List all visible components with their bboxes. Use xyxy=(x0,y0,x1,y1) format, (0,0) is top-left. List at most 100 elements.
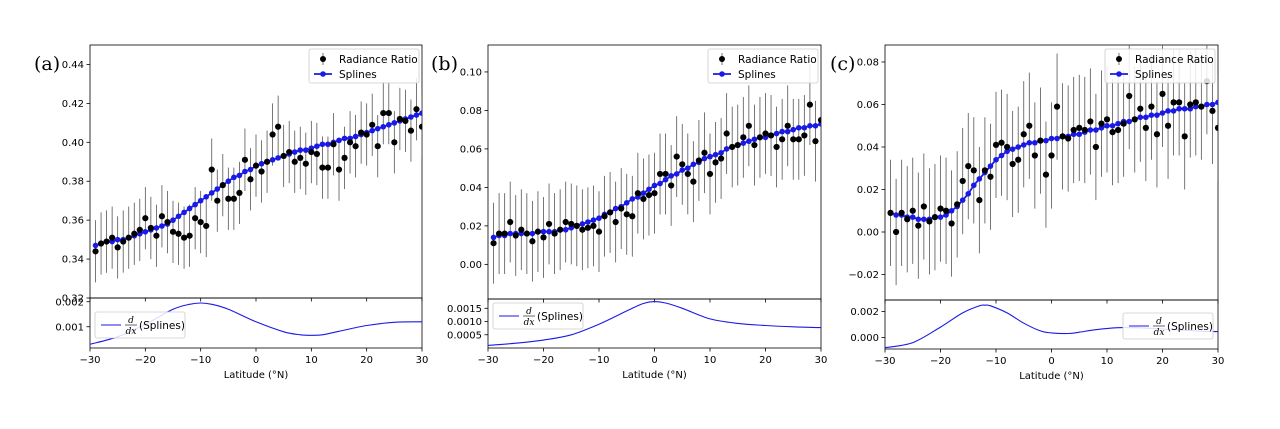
data-point xyxy=(496,230,503,237)
x-tick-label: −30 xyxy=(874,356,895,367)
legend-fraction-numerator: d xyxy=(526,307,532,317)
spline-marker xyxy=(801,124,808,131)
spline-marker xyxy=(181,209,187,216)
data-point xyxy=(319,164,326,171)
data-point xyxy=(992,141,1000,148)
y-tick-label: 0.10 xyxy=(460,67,482,78)
x-tick-label: 10 xyxy=(704,355,717,366)
data-point xyxy=(1004,143,1011,151)
data-point xyxy=(1170,99,1177,106)
derivative-y-tick-label: 0.0005 xyxy=(447,330,482,341)
spline-line xyxy=(890,101,1218,221)
data-point xyxy=(1103,116,1111,123)
data-point xyxy=(1048,152,1055,159)
data-point xyxy=(898,209,905,216)
data-point xyxy=(668,182,675,189)
spline-marker xyxy=(690,161,697,168)
spline-marker xyxy=(546,228,552,235)
main-plot-area xyxy=(92,78,422,283)
y-tick-label: −0.02 xyxy=(848,270,879,281)
data-point xyxy=(756,134,764,141)
legend-box xyxy=(308,48,420,84)
data-point xyxy=(557,226,564,233)
spline-marker xyxy=(1015,144,1021,150)
data-point xyxy=(369,121,376,128)
spline-marker xyxy=(1148,112,1155,118)
derivative-y-tick-label: 0.000 xyxy=(850,333,879,344)
data-point xyxy=(1092,143,1099,151)
data-point xyxy=(740,134,747,141)
legend-label-ratio: Radiance Ratio xyxy=(339,54,418,66)
x-axis-label: Latitude (°N) xyxy=(622,370,687,381)
spline-marker xyxy=(529,230,536,237)
spline-marker xyxy=(998,152,1005,159)
data-point xyxy=(180,234,188,241)
data-point xyxy=(1214,124,1218,131)
spline-marker xyxy=(142,229,149,235)
spline-marker xyxy=(965,190,972,197)
spline-marker xyxy=(562,226,569,233)
legend-fraction-denominator: dx xyxy=(126,327,137,337)
x-tick-label: 20 xyxy=(1156,356,1169,367)
x-tick-label: 30 xyxy=(815,355,828,366)
data-point xyxy=(1053,103,1061,110)
spline-marker xyxy=(779,128,785,135)
data-point xyxy=(551,230,558,237)
y-tick-label: 0.02 xyxy=(460,221,482,232)
data-point xyxy=(931,214,939,221)
legend-spline-marker xyxy=(719,71,725,77)
data-point xyxy=(297,154,304,161)
spline-marker xyxy=(153,225,160,231)
data-point xyxy=(169,228,177,235)
legend-point-swatch xyxy=(719,56,725,62)
data-point xyxy=(302,160,309,167)
data-point xyxy=(623,211,630,218)
spline-marker xyxy=(685,165,691,171)
data-point xyxy=(1187,101,1194,108)
data-point xyxy=(893,228,900,236)
spline-marker xyxy=(1004,148,1010,155)
spline-marker xyxy=(236,172,243,179)
main-plot-area xyxy=(490,64,821,284)
data-point xyxy=(590,222,597,229)
data-point xyxy=(729,143,736,151)
data-point xyxy=(534,228,542,235)
data-point xyxy=(795,136,802,143)
data-point xyxy=(1042,171,1050,178)
y-tick-label: 0.00 xyxy=(857,228,879,239)
data-point xyxy=(407,127,415,134)
spline-marker xyxy=(170,217,176,223)
data-point xyxy=(103,238,110,245)
data-point xyxy=(612,218,619,226)
legend-label-derivative: (Splines) xyxy=(537,311,583,323)
spline-marker xyxy=(679,167,686,173)
spline-marker xyxy=(1032,139,1038,146)
spline-marker xyxy=(751,136,758,143)
legend-top: Radiance Ratio Splines xyxy=(1104,48,1216,84)
data-point xyxy=(1109,129,1116,136)
data-point xyxy=(965,163,972,170)
spline-marker xyxy=(585,219,591,225)
data-point xyxy=(1181,133,1188,140)
legend-fraction-numerator: d xyxy=(1156,317,1162,327)
spline-marker xyxy=(1043,137,1049,144)
data-point xyxy=(976,197,983,204)
spline-marker xyxy=(796,124,802,131)
x-tick-label: −20 xyxy=(533,355,554,366)
legend-derivative: ddx (Splines) xyxy=(1122,312,1214,340)
data-point xyxy=(937,205,944,212)
data-point xyxy=(806,101,814,108)
data-point xyxy=(784,122,791,129)
spline-marker xyxy=(208,190,215,196)
data-point xyxy=(640,195,647,203)
spline-marker xyxy=(540,228,547,235)
panel-1: (b) 0.00 0.02 0.04 0.06 0.08 0.10 0.0005 0.0010 0… xyxy=(431,44,828,381)
spline-marker xyxy=(662,176,669,183)
data-point xyxy=(926,218,933,225)
legend-fraction-numerator: d xyxy=(128,316,134,326)
data-point xyxy=(887,209,894,216)
legend-box xyxy=(1122,312,1214,340)
spline-marker xyxy=(612,205,619,212)
spline-marker xyxy=(1093,127,1099,133)
